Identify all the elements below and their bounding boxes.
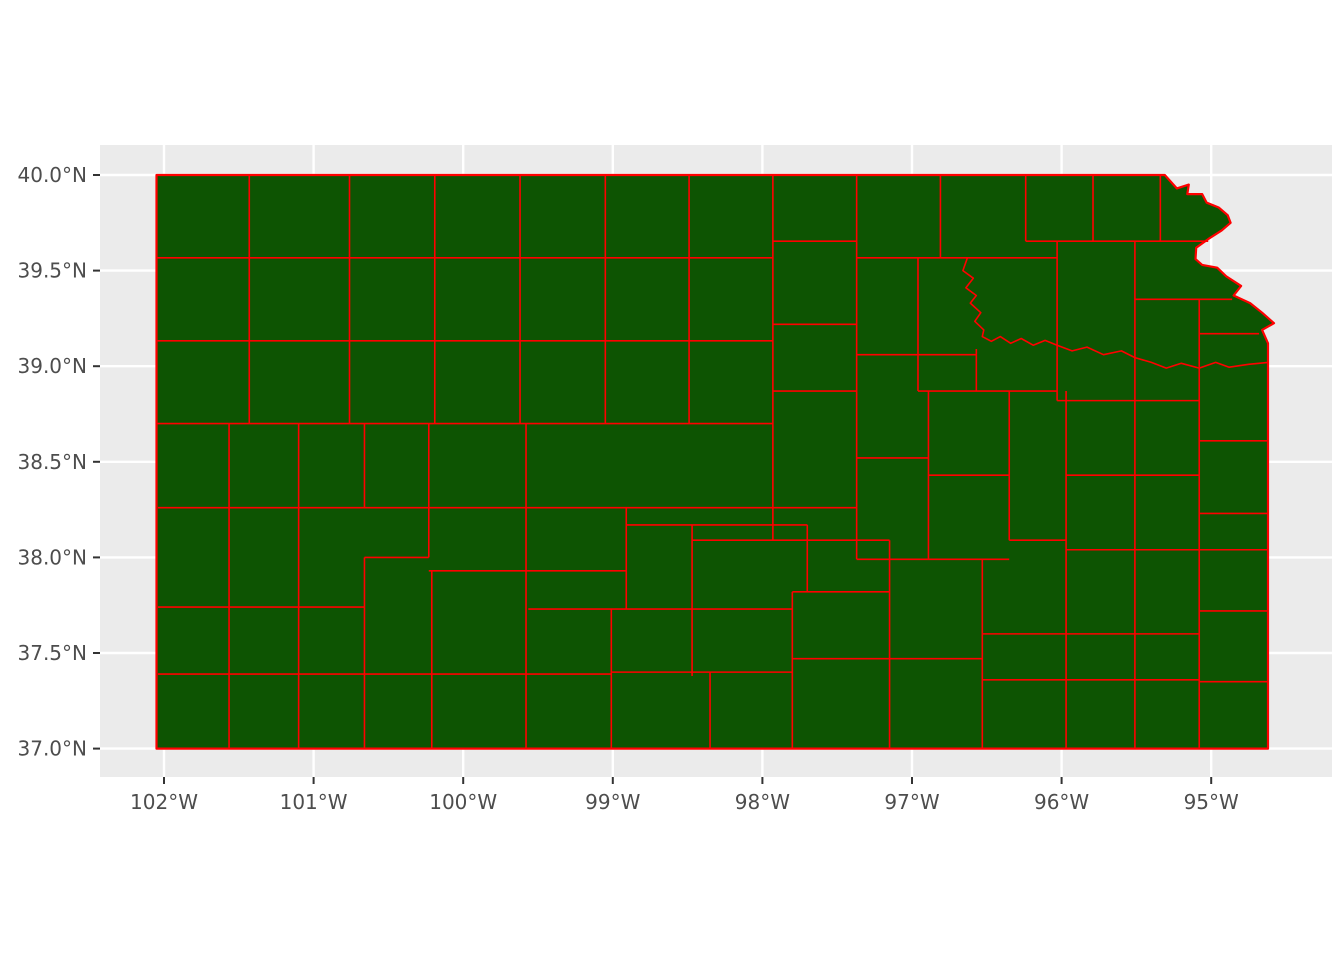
x-tick-label: 95°W — [1184, 790, 1239, 814]
y-tick-label: 37.0°N — [18, 737, 88, 761]
x-tick-label: 102°W — [130, 790, 198, 814]
state-shape — [155, 173, 1276, 750]
y-tick-label: 39.0°N — [18, 354, 88, 378]
y-tick-label: 37.5°N — [18, 641, 88, 665]
x-tick-label: 101°W — [280, 790, 348, 814]
x-tick-label: 100°W — [429, 790, 497, 814]
state-outline-path — [155, 173, 1276, 750]
y-tick-label: 39.5°N — [18, 259, 88, 283]
y-tick-label: 38.0°N — [18, 545, 88, 569]
x-tick-label: 97°W — [884, 790, 939, 814]
x-tick-label: 99°W — [585, 790, 640, 814]
x-tick-label: 98°W — [735, 790, 790, 814]
x-tick-label: 96°W — [1034, 790, 1089, 814]
county-borders — [156, 175, 1269, 749]
y-tick-label: 40.0°N — [18, 163, 88, 187]
x-axis: 102°W 101°W 100°W 99°W 98°W 97°W 96°W 95°W — [130, 777, 1239, 814]
y-tick-label: 38.5°N — [18, 450, 88, 474]
y-axis: 40.0°N 39.5°N 39.0°N 38.5°N 38.0°N 37.5°N 37.0… — [18, 163, 100, 761]
county-border-river-line — [1056, 344, 1269, 369]
county-border-river-line — [962, 257, 1058, 347]
